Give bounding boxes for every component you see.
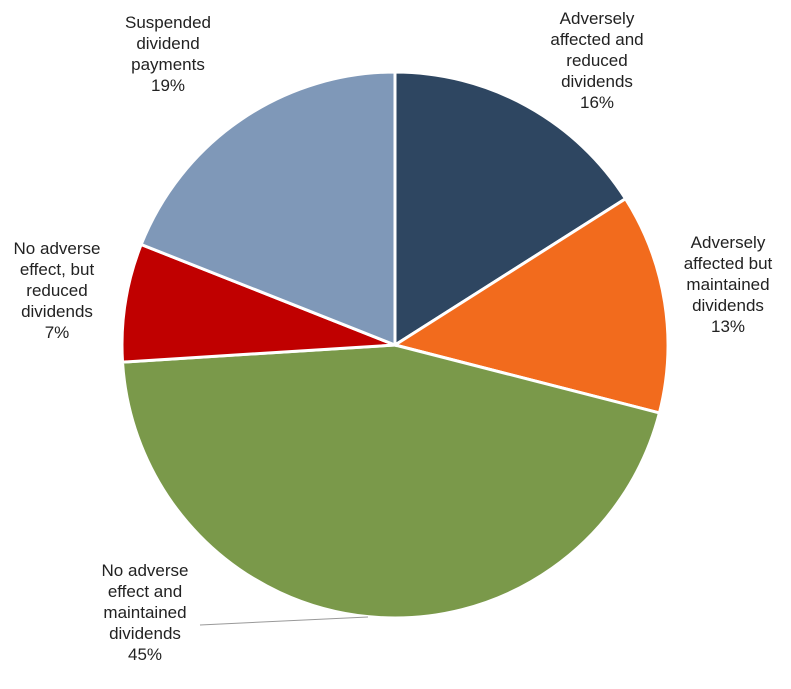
category-label: Adversely affected and reduced dividends	[550, 9, 644, 91]
slice-label: No adverse effect and maintained dividen…	[80, 560, 210, 665]
pie-slice	[391, 196, 670, 415]
value-label: 19%	[150, 76, 186, 95]
leader-line	[199, 616, 369, 626]
pie-slice	[393, 70, 628, 348]
category-label: Suspended dividend payments	[124, 13, 212, 74]
value-label: 45%	[127, 645, 163, 664]
value-label: 7%	[44, 323, 70, 342]
pie-slice	[139, 70, 397, 348]
slice-label: Suspended dividend payments 19%	[103, 12, 233, 96]
slice-label: Adversely affected but maintained divide…	[663, 232, 791, 337]
category-label: No adverse effect, but reduced dividends	[13, 239, 101, 321]
slice-label: Adversely affected and reduced dividends…	[532, 8, 662, 113]
category-label: No adverse effect and maintained dividen…	[101, 561, 189, 643]
pie-slice	[120, 343, 662, 620]
value-label: 16%	[579, 93, 615, 112]
category-label: Adversely affected but maintained divide…	[683, 233, 773, 315]
slice-label: No adverse effect, but reduced dividends…	[0, 238, 117, 343]
value-label: 13%	[710, 317, 746, 336]
pie-slice	[120, 242, 396, 364]
